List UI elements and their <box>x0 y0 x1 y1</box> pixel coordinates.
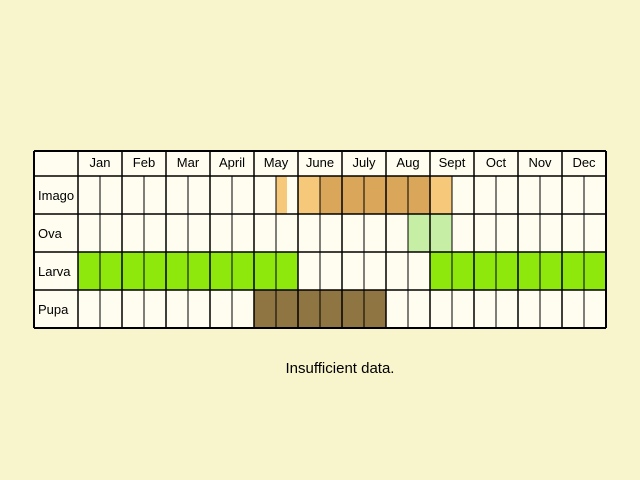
grid-lines <box>33 150 607 329</box>
stage-label-larva: Larva <box>38 264 71 279</box>
month-label-may: May <box>264 155 289 170</box>
month-label-dec: Dec <box>572 155 596 170</box>
chart-labels: Jan Feb Mar April May June July Aug Sept Oct Nov De… <box>38 155 596 317</box>
month-label-jan: Jan <box>90 155 111 170</box>
insufficient-data-note: Insufficient data. <box>285 360 395 377</box>
stage-label-imago: Imago <box>38 188 74 203</box>
stage-fill-imago-3 <box>430 176 452 214</box>
stage-fill-imago-0 <box>276 176 287 214</box>
stage-label-ova: Ova <box>38 226 63 241</box>
month-label-april: April <box>219 155 245 170</box>
stage-fill-imago-1 <box>298 176 320 214</box>
stage-fill-imago-2 <box>320 176 430 214</box>
month-label-oct: Oct <box>486 155 507 170</box>
month-label-aug: Aug <box>396 155 419 170</box>
stage-label-pupa: Pupa <box>38 302 69 317</box>
month-label-june: June <box>306 155 334 170</box>
month-label-nov: Nov <box>528 155 552 170</box>
month-label-feb: Feb <box>133 155 155 170</box>
month-label-mar: Mar <box>177 155 200 170</box>
month-label-sept: Sept <box>439 155 466 170</box>
month-label-july: July <box>352 155 376 170</box>
